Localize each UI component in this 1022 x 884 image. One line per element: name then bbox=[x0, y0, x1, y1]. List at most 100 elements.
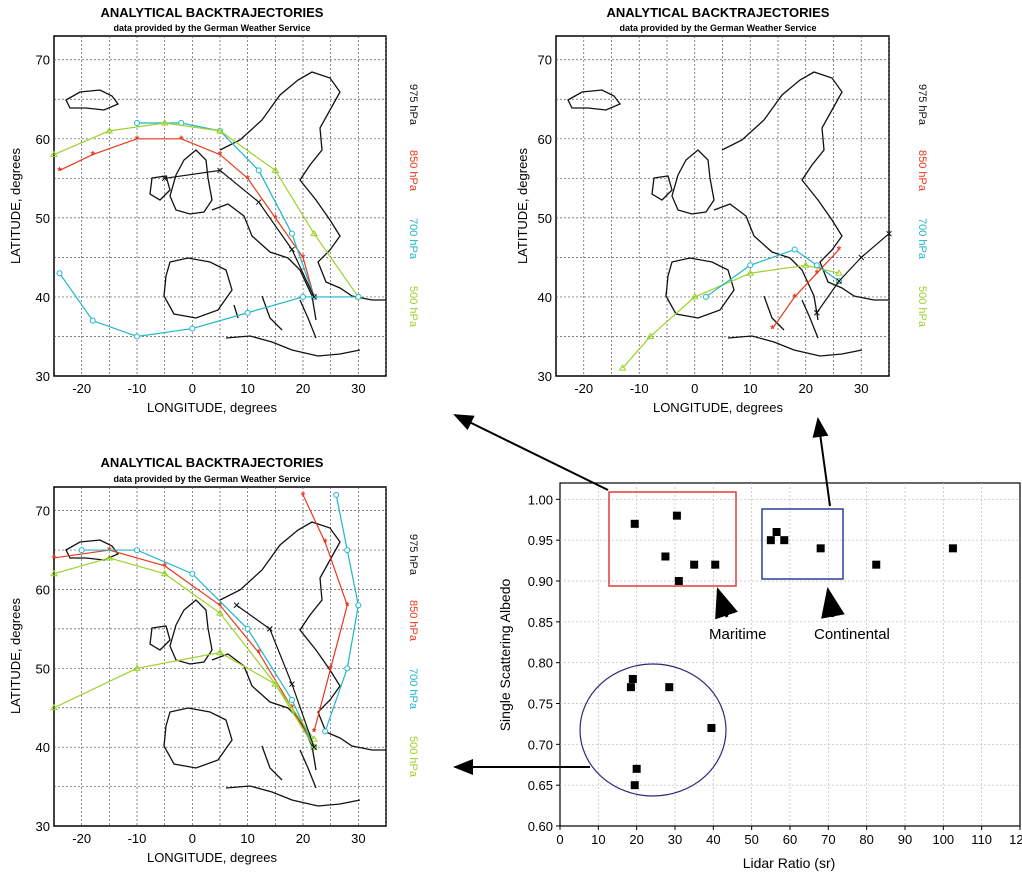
trajectory-marker bbox=[271, 680, 280, 687]
trajectory-marker bbox=[355, 602, 362, 609]
x-tick-label: 100 bbox=[932, 832, 954, 847]
trajectory-marker: * bbox=[135, 134, 140, 146]
y-tick-label: 30 bbox=[36, 819, 50, 834]
trajectory-marker bbox=[161, 175, 168, 182]
trajectory-marker: * bbox=[301, 490, 306, 502]
x-tick-label: 30 bbox=[668, 832, 682, 847]
scatter-point bbox=[672, 511, 681, 520]
trajectory-marker bbox=[344, 547, 351, 554]
scatter-grid bbox=[560, 483, 1020, 826]
x-tick-label: 50 bbox=[744, 832, 758, 847]
trajectory-marker bbox=[690, 292, 699, 300]
trajectory-marker bbox=[233, 602, 240, 609]
scatter-point bbox=[711, 560, 720, 569]
x-tick-label: 20 bbox=[629, 832, 643, 847]
legend-700-hpa: 700 hPa bbox=[916, 218, 928, 260]
pressure-legend: 975 hPa 850 hPa 700 hPa 500 hPa bbox=[916, 84, 928, 328]
x-tick-label: 20 bbox=[799, 381, 813, 396]
x-tick-label: 60 bbox=[783, 832, 797, 847]
scatter-point bbox=[948, 544, 957, 553]
map-coastlines bbox=[65, 521, 386, 807]
legend-975-hpa: 975 hPa bbox=[916, 84, 928, 126]
scatter-points bbox=[626, 511, 957, 790]
trajectory-marker: * bbox=[257, 648, 262, 660]
trajectory-marker bbox=[836, 278, 842, 284]
y-tick-label: 50 bbox=[538, 211, 552, 226]
albedo-scatter-panel: 0 10 20 30 40 50 60 70 80 90 100 110 120 0.60 0.65 0.70… bbox=[497, 482, 1022, 871]
x-tick-label: 30 bbox=[854, 381, 868, 396]
legend-850-hpa: 850 hPa bbox=[407, 150, 419, 192]
x-tick-label: 10 bbox=[240, 831, 254, 846]
y-tick-label: 0.75 bbox=[528, 697, 553, 712]
x-axis-label: LONGITUDE, degrees bbox=[147, 850, 278, 865]
trajectory-marker: * bbox=[793, 292, 798, 304]
trajectory-marker bbox=[255, 199, 262, 205]
map-coastlines bbox=[567, 71, 888, 357]
maritime-group-box bbox=[608, 491, 737, 587]
trajectory-marker: * bbox=[246, 173, 251, 185]
scatter-axis-ticks: 0 10 20 30 40 50 60 70 80 90 100 110 120 0.60 0.65 0.70… bbox=[528, 492, 1022, 847]
trajectory-marker: * bbox=[218, 150, 223, 162]
trajectory-marker bbox=[50, 150, 58, 158]
trajectory-line bbox=[59, 138, 315, 298]
y-tick-label: 70 bbox=[36, 53, 50, 68]
scatter-point bbox=[766, 536, 775, 545]
trajectory-line bbox=[137, 122, 315, 298]
y-axis-label: LATITUDE, degrees bbox=[8, 147, 23, 264]
scatter-point bbox=[872, 560, 881, 569]
trajectory-line bbox=[81, 549, 315, 748]
x-tick-label: 30 bbox=[351, 381, 365, 396]
link-arrow-maritime-to-top-left bbox=[453, 414, 609, 491]
trajectory-marker bbox=[244, 309, 251, 316]
trajectory-marker bbox=[216, 609, 224, 616]
trajectory-marker bbox=[813, 262, 820, 269]
scatter-point bbox=[630, 519, 639, 528]
scatter-point bbox=[690, 560, 699, 569]
trajectory-marker: * bbox=[107, 545, 112, 557]
legend-975-hpa: 975 hPa bbox=[407, 534, 419, 576]
trajectory-panel-bottom-left: ANALYTICAL BACKTRAJECTORIES data provide… bbox=[8, 455, 419, 865]
scatter-point bbox=[632, 764, 641, 773]
legend-850-hpa: 850 hPa bbox=[407, 600, 419, 642]
x-tick-label: 20 bbox=[296, 381, 310, 396]
trajectory-marker: * bbox=[815, 268, 820, 280]
trajectory-marker bbox=[746, 269, 755, 276]
scatter-point bbox=[674, 577, 683, 585]
legend-500-hpa: 500 hPa bbox=[916, 286, 928, 328]
maritime-label: Maritime bbox=[709, 626, 767, 643]
trajectory-marker bbox=[271, 166, 280, 173]
panel-subtitle: data provided by the German Weather Serv… bbox=[620, 23, 817, 33]
trajectory-marker bbox=[310, 735, 318, 742]
legend-700-hpa: 700 hPa bbox=[407, 218, 419, 260]
pressure-legend: 975 hPa 850 hPa 700 hPa 500 hPa bbox=[407, 534, 419, 778]
trajectory-marker bbox=[333, 491, 340, 498]
x-tick-label: 0 bbox=[189, 831, 196, 846]
axis-ticks: -20 -10 0 10 20 30 30 40 50 60 70 bbox=[538, 53, 869, 396]
y-tick-label: 30 bbox=[538, 369, 552, 384]
x-tick-label: 40 bbox=[706, 832, 720, 847]
trajectory-marker: * bbox=[52, 553, 57, 565]
trajectory-marker bbox=[244, 625, 251, 632]
y-tick-label: 0.65 bbox=[528, 778, 553, 793]
trajectory-marker bbox=[217, 167, 223, 174]
trajectory-marker bbox=[791, 246, 798, 253]
trajectory-marker bbox=[216, 126, 224, 134]
y-tick-label: 40 bbox=[36, 740, 50, 755]
map-grid bbox=[54, 487, 387, 826]
trajectory-line bbox=[771, 249, 840, 329]
x-tick-label: 70 bbox=[821, 832, 835, 847]
trajectory-marker: * bbox=[770, 324, 775, 336]
trajectory-marker bbox=[255, 167, 262, 174]
trajectory-marker bbox=[311, 294, 317, 300]
continental-label: Continental bbox=[814, 626, 890, 643]
trajectory-marker: * bbox=[163, 561, 168, 573]
scatter-point bbox=[707, 724, 716, 732]
y-axis-label: LATITUDE, degrees bbox=[8, 597, 23, 714]
trajectory-marker bbox=[50, 703, 58, 711]
scatter-point bbox=[780, 536, 789, 545]
x-tick-label: -20 bbox=[574, 381, 593, 396]
panel-title: ANALYTICAL BACKTRAJECTORIES bbox=[607, 5, 830, 20]
scatter-point bbox=[626, 683, 635, 692]
trajectory-marker bbox=[266, 626, 273, 632]
